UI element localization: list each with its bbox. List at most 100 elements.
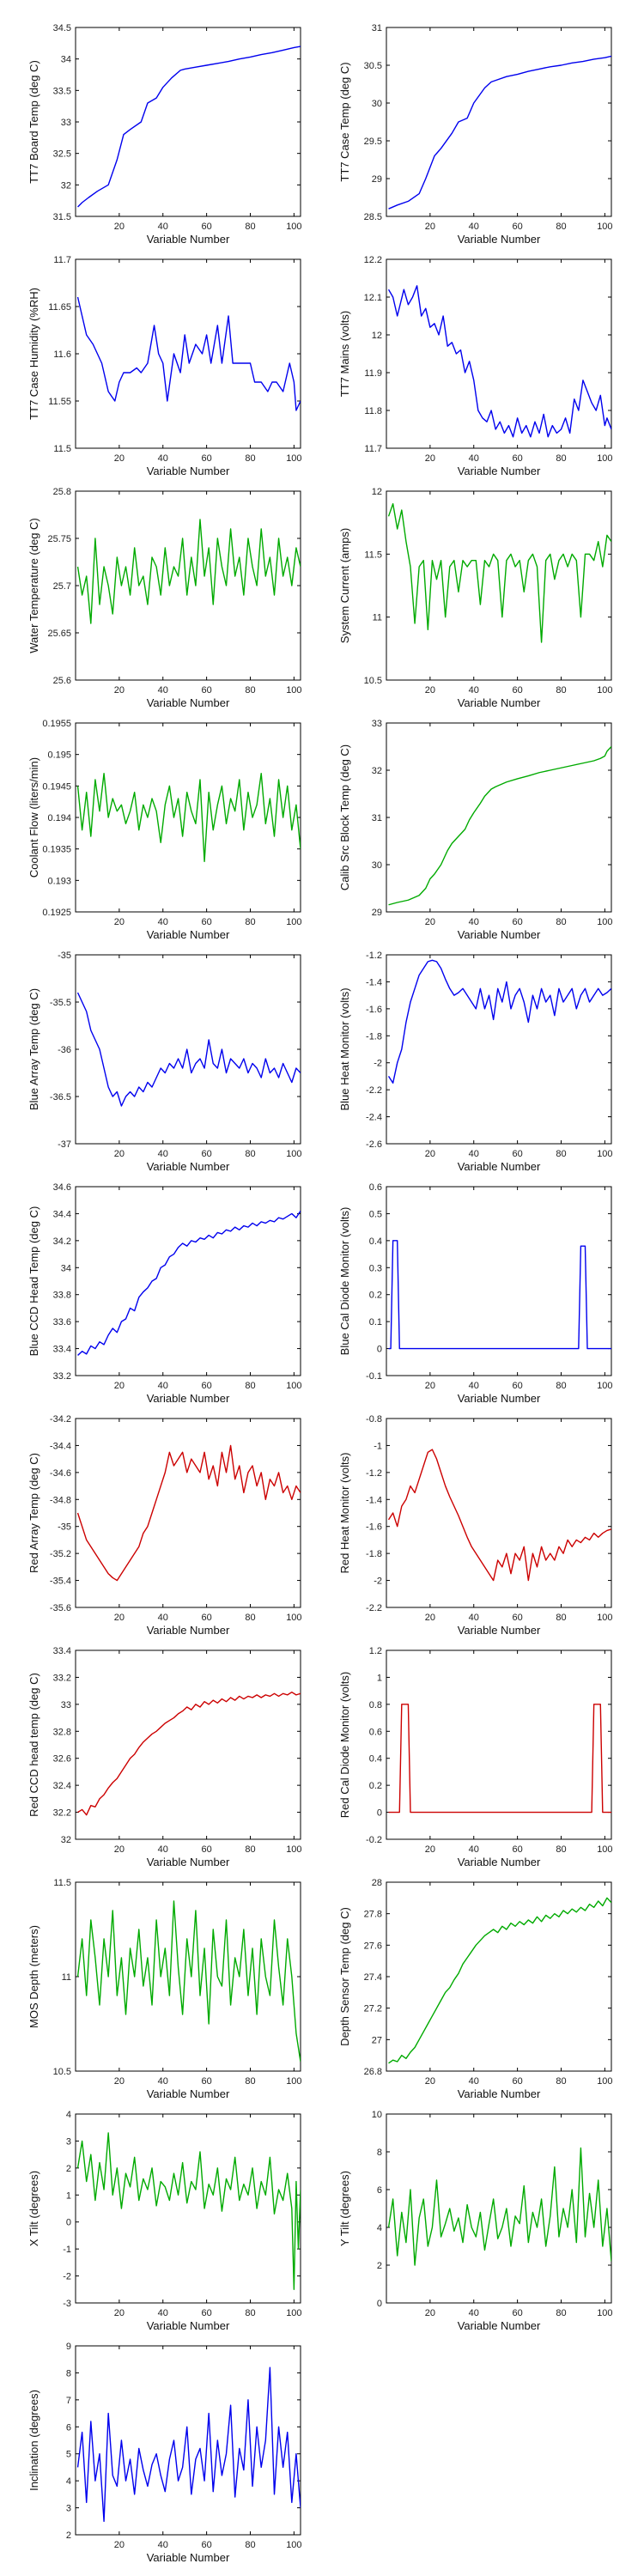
y-tick-label: -2 [63, 2272, 71, 2282]
y-tick-label: 33 [61, 118, 71, 128]
x-tick-label: 20 [425, 2076, 435, 2087]
x-tick-label: 80 [556, 453, 566, 464]
subplot-10: -2.6 -2.4 -2.2 -2 -1.8 -1.6 -1.4 -1.2 20 40 60 80 10… [338, 951, 613, 1173]
y-tick-label: 25.8 [53, 487, 71, 497]
y-tick-label: -0.8 [366, 1414, 382, 1425]
y-tick-label: 0.5 [369, 1209, 382, 1219]
y-tick-label: 32.4 [53, 1781, 71, 1791]
x-tick-label: 100 [597, 917, 612, 927]
series-line-1 [76, 992, 301, 1107]
series-line-1 [77, 1210, 301, 1356]
x-tick-label: 20 [114, 917, 125, 927]
x-tick-label: 20 [425, 685, 435, 696]
y-tick-label: 9 [66, 2342, 71, 2352]
y-tick-label: 0 [377, 2299, 382, 2309]
y-axis-label: Red Array Temp (deg C) [27, 1453, 40, 1573]
series-line-1 [77, 1692, 301, 1816]
y-axis-label: Blue Array Temp (deg C) [27, 988, 40, 1110]
x-tick-label: 20 [425, 2308, 435, 2318]
plot-frame [75, 1186, 301, 1376]
y-axis-label: X Tilt (degrees) [27, 2171, 40, 2246]
plot-frame [386, 1186, 612, 1376]
x-tick-label: 40 [469, 1844, 479, 1855]
y-tick-label: 0.8 [369, 1700, 382, 1710]
y-tick-label: 0.1 [369, 1317, 382, 1327]
x-axis-label: Variable Number [147, 2551, 230, 2564]
x-tick-label: 80 [245, 1149, 255, 1159]
y-tick-label: 11.6 [53, 349, 71, 360]
x-tick-label: 60 [512, 453, 522, 464]
y-axis-label: MOS Depth (meters) [27, 1925, 40, 2028]
y-tick-label: 33 [61, 1700, 71, 1710]
x-tick-label: 100 [597, 453, 612, 464]
x-tick-label: 20 [114, 1613, 125, 1623]
y-tick-label: -0.1 [366, 1371, 382, 1382]
x-tick-label: 20 [114, 1844, 125, 1855]
x-tick-label: 60 [512, 1613, 522, 1623]
y-tick-label: 33.5 [53, 86, 71, 96]
x-tick-label: 40 [469, 453, 479, 464]
x-tick-label: 20 [425, 1613, 435, 1623]
x-tick-label: 80 [556, 1381, 566, 1391]
x-tick-label: 80 [245, 222, 255, 232]
x-axis-label: Variable Number [147, 1392, 230, 1405]
y-tick-label: -35.6 [50, 1603, 71, 1613]
y-tick-label: 28 [372, 1878, 382, 1888]
x-tick-label: 80 [556, 917, 566, 927]
plot-frame [386, 258, 612, 449]
x-tick-label: 40 [469, 917, 479, 927]
subplot-18: 26.8 27 27.2 27.4 27.6 27.8 28 20 40 60 80 100 Varia… [338, 1878, 613, 2100]
y-tick-label: 11 [373, 613, 382, 623]
x-tick-label: 20 [114, 2540, 125, 2550]
y-tick-label: -35.4 [50, 1577, 71, 1587]
y-tick-label: 12.1 [364, 293, 382, 303]
y-axis-label: Inclination (degrees) [27, 2390, 40, 2491]
y-tick-label: 4 [66, 2110, 71, 2120]
x-tick-label: 40 [158, 1844, 168, 1855]
subplot-11: 33.2 33.4 33.6 33.8 34 34.2 34.4 34.6 20 40 60 80 10… [27, 1182, 302, 1405]
x-tick-label: 100 [286, 685, 301, 696]
x-tick-label: 80 [245, 2308, 255, 2318]
x-tick-label: 100 [286, 453, 301, 464]
y-tick-label: -36 [58, 1045, 71, 1055]
y-tick-label: 8 [66, 2368, 71, 2379]
x-tick-label: 20 [114, 2076, 125, 2087]
x-tick-label: 80 [556, 2308, 566, 2318]
y-tick-label: 29 [372, 174, 382, 185]
x-tick-label: 40 [158, 917, 168, 927]
x-tick-label: 20 [114, 685, 125, 696]
x-tick-label: 60 [201, 2540, 211, 2550]
y-tick-label: -34.8 [50, 1495, 71, 1505]
y-axis-label: System Current (amps) [338, 528, 351, 643]
y-tick-label: -2.2 [366, 1085, 382, 1096]
x-axis-label: Variable Number [147, 1160, 230, 1173]
y-tick-label: 0.195 [47, 750, 71, 761]
y-tick-label: -35 [58, 951, 71, 961]
y-tick-label: 11.9 [364, 368, 382, 379]
y-tick-label: -1.8 [366, 1549, 382, 1559]
y-axis-label: TT7 Case Temp (deg C) [338, 62, 351, 181]
y-tick-label: 0.6 [369, 1182, 382, 1193]
subplot-17: 10.5 11 11.5 20 40 60 80 100 Variable Number MOS … [27, 1878, 302, 2100]
x-tick-label: 80 [245, 685, 255, 696]
x-tick-label: 80 [556, 222, 566, 232]
y-tick-label: 25.7 [53, 581, 71, 592]
x-tick-label: 60 [201, 222, 211, 232]
y-tick-label: 11.7 [364, 444, 382, 454]
plot-frame [386, 1418, 612, 1608]
y-tick-label: 11.65 [48, 302, 71, 313]
y-axis-label: Blue Heat Monitor (volts) [338, 987, 351, 1110]
x-tick-label: 80 [245, 2540, 255, 2550]
y-tick-label: 29 [372, 908, 382, 918]
subplot-4: 11.7 11.8 11.9 12 12.1 12.2 20 40 60 80 100 Variabl… [338, 255, 613, 477]
subplot-7: 0.1925 0.193 0.1935 0.194 0.1945 0.195 0.1955 2… [27, 719, 302, 941]
y-tick-label: 30 [372, 860, 382, 871]
y-tick-label: 0.2 [369, 1781, 382, 1791]
x-tick-label: 60 [512, 1381, 522, 1391]
y-tick-label: 0.4 [369, 1236, 382, 1247]
plot-frame [75, 1418, 301, 1608]
y-tick-label: -36.5 [50, 1092, 71, 1103]
x-tick-label: 60 [201, 1613, 211, 1623]
y-tick-label: -2 [374, 1577, 382, 1587]
